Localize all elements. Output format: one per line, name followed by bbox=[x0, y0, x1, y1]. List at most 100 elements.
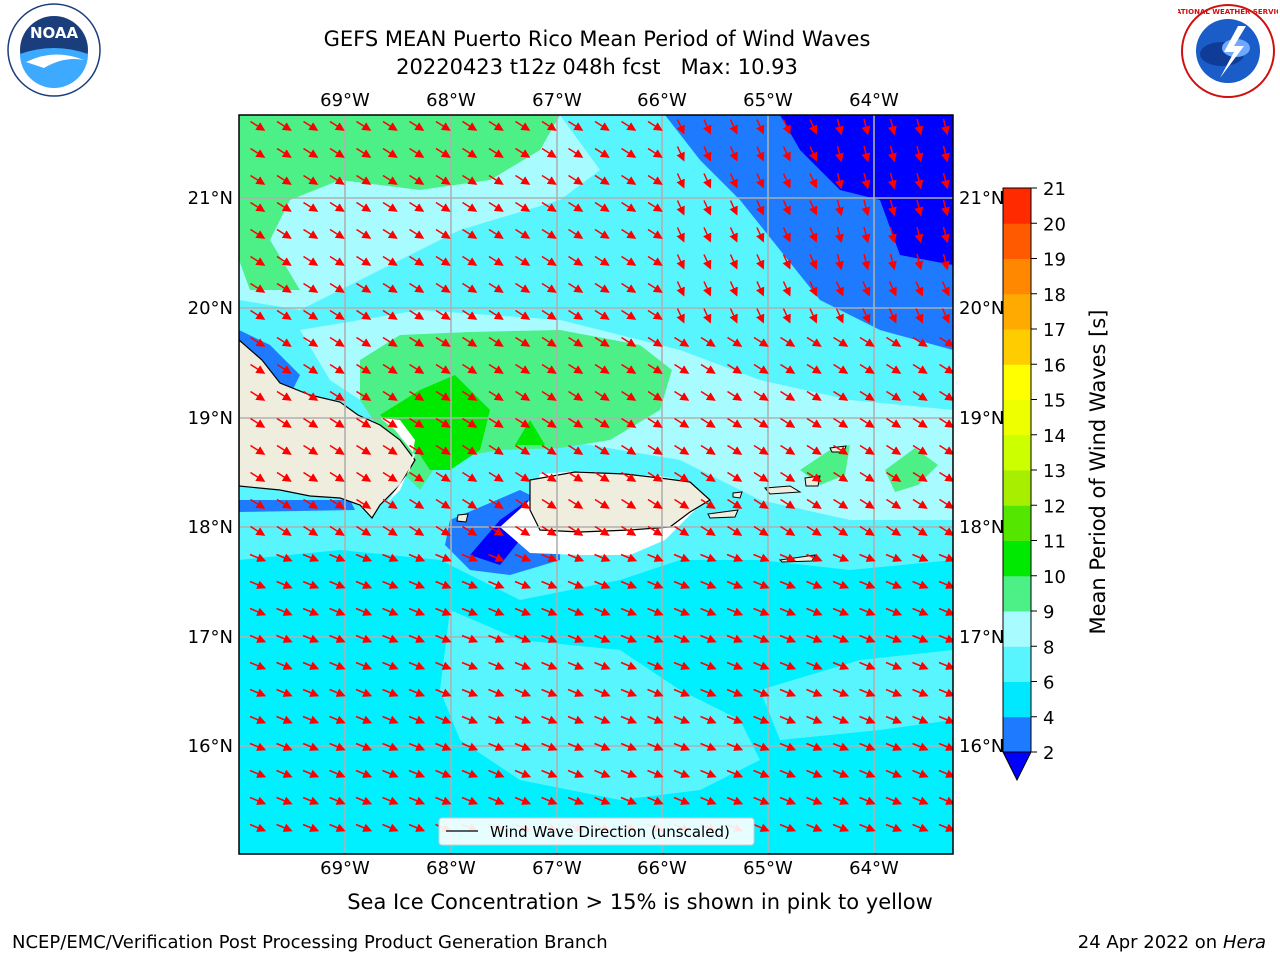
colorbar-tick-label: 2 bbox=[1043, 743, 1054, 764]
wind-arrow bbox=[782, 173, 791, 189]
wind-arrow bbox=[435, 607, 452, 616]
wind-arrow bbox=[303, 147, 319, 158]
wind-arrow bbox=[938, 823, 953, 832]
wind-arrow bbox=[355, 823, 373, 832]
wind-arrow bbox=[409, 390, 425, 401]
wind-arrow bbox=[515, 363, 531, 374]
wind-arrow bbox=[726, 634, 744, 643]
wind-arrow bbox=[356, 120, 372, 131]
wind-arrow bbox=[356, 390, 372, 401]
wind-arrow bbox=[488, 498, 504, 509]
wind-arrow bbox=[462, 255, 478, 266]
wind-arrow bbox=[514, 796, 532, 805]
lat-label-right: 17°N bbox=[959, 627, 1004, 648]
wind-arrow bbox=[276, 715, 293, 724]
wind-arrow bbox=[303, 201, 319, 212]
wind-arrow bbox=[621, 525, 637, 536]
wind-arrow bbox=[835, 308, 844, 324]
colorbar-box bbox=[1003, 646, 1031, 682]
wind-arrow bbox=[727, 444, 743, 455]
wind-arrow bbox=[676, 200, 685, 216]
wind-arrow bbox=[809, 200, 818, 216]
wind-arrow bbox=[250, 201, 266, 212]
wind-arrow bbox=[541, 417, 557, 428]
wind-arrow bbox=[329, 255, 345, 266]
wind-arrow bbox=[912, 607, 929, 616]
noaa-logo-text: NOAA bbox=[30, 24, 79, 42]
wind-arrow bbox=[726, 742, 744, 751]
lat-label-left: 21°N bbox=[188, 188, 233, 209]
wind-arrow bbox=[408, 823, 426, 832]
wind-arrow bbox=[674, 444, 690, 455]
wind-arrow bbox=[515, 471, 531, 482]
wind-arrow bbox=[594, 553, 611, 562]
wind-arrow bbox=[488, 715, 505, 724]
wind-arrow bbox=[888, 172, 897, 190]
wind-arrow bbox=[329, 201, 345, 212]
wind-arrow bbox=[488, 525, 504, 536]
wind-arrow bbox=[302, 607, 320, 616]
wind-arrow bbox=[435, 634, 452, 643]
wind-arrow bbox=[620, 688, 638, 697]
wind-arrow bbox=[886, 498, 902, 509]
wind-arrow bbox=[832, 796, 850, 805]
wind-arrow bbox=[647, 769, 664, 778]
wind-arrow bbox=[435, 147, 451, 158]
wind-arrow bbox=[647, 525, 663, 536]
wind-arrow bbox=[276, 607, 293, 616]
wind-arrow bbox=[594, 444, 610, 455]
wind-arrow bbox=[753, 607, 770, 616]
wind-arrow bbox=[303, 417, 319, 428]
wind-arrow bbox=[676, 227, 685, 243]
wind-arrow bbox=[647, 715, 664, 724]
wind-arrow bbox=[250, 444, 266, 455]
wind-arrow bbox=[779, 634, 797, 643]
wind-arrow bbox=[541, 553, 558, 562]
wind-arrow bbox=[753, 390, 769, 401]
map-legend: Wind Wave Direction (unscaled) bbox=[438, 817, 755, 846]
wind-arrow bbox=[594, 174, 610, 185]
wind-arrow bbox=[938, 742, 953, 751]
wind-arrow bbox=[435, 363, 451, 374]
wind-arrow bbox=[409, 309, 425, 320]
wind-arrow bbox=[302, 742, 320, 751]
wind-arrow bbox=[939, 336, 953, 347]
wind-arrow bbox=[647, 498, 663, 509]
wind-arrow bbox=[782, 200, 791, 216]
wind-arrow bbox=[568, 174, 584, 185]
wind-arrow bbox=[488, 390, 504, 401]
wind-arrow bbox=[676, 281, 685, 297]
wind-arrow bbox=[382, 688, 399, 697]
wind-arrow bbox=[303, 444, 319, 455]
wind-arrow bbox=[541, 255, 557, 266]
wind-arrow bbox=[886, 471, 902, 482]
wind-arrow bbox=[276, 120, 292, 131]
wind-arrow bbox=[408, 661, 426, 670]
wind-arrow bbox=[806, 823, 823, 832]
wind-arrow bbox=[409, 255, 425, 266]
wind-arrow bbox=[462, 147, 478, 158]
wind-arrow bbox=[674, 417, 690, 428]
wind-arrow bbox=[703, 119, 712, 135]
wind-arrow bbox=[276, 390, 292, 401]
colorbar-tick-label: 4 bbox=[1043, 708, 1054, 729]
wind-arrow bbox=[329, 715, 346, 724]
wind-arrow bbox=[939, 444, 953, 455]
wind-arrow bbox=[806, 661, 823, 670]
wind-arrow bbox=[356, 309, 372, 320]
wind-arrow bbox=[541, 742, 558, 751]
wind-arrow bbox=[941, 308, 950, 324]
wind-arrow bbox=[356, 471, 372, 482]
wind-arrow bbox=[567, 715, 585, 724]
wind-arrow bbox=[382, 796, 399, 805]
wind-arrow bbox=[514, 553, 532, 562]
wind-arrow bbox=[833, 525, 849, 536]
lat-label-right: 16°N bbox=[959, 736, 1004, 757]
colorbar-box bbox=[1003, 223, 1031, 259]
wind-arrow bbox=[461, 796, 479, 805]
wind-arrow bbox=[462, 417, 478, 428]
wind-arrow bbox=[806, 769, 823, 778]
wind-arrow bbox=[809, 119, 818, 135]
wind-arrow bbox=[541, 471, 557, 482]
wind-arrow bbox=[462, 525, 478, 536]
